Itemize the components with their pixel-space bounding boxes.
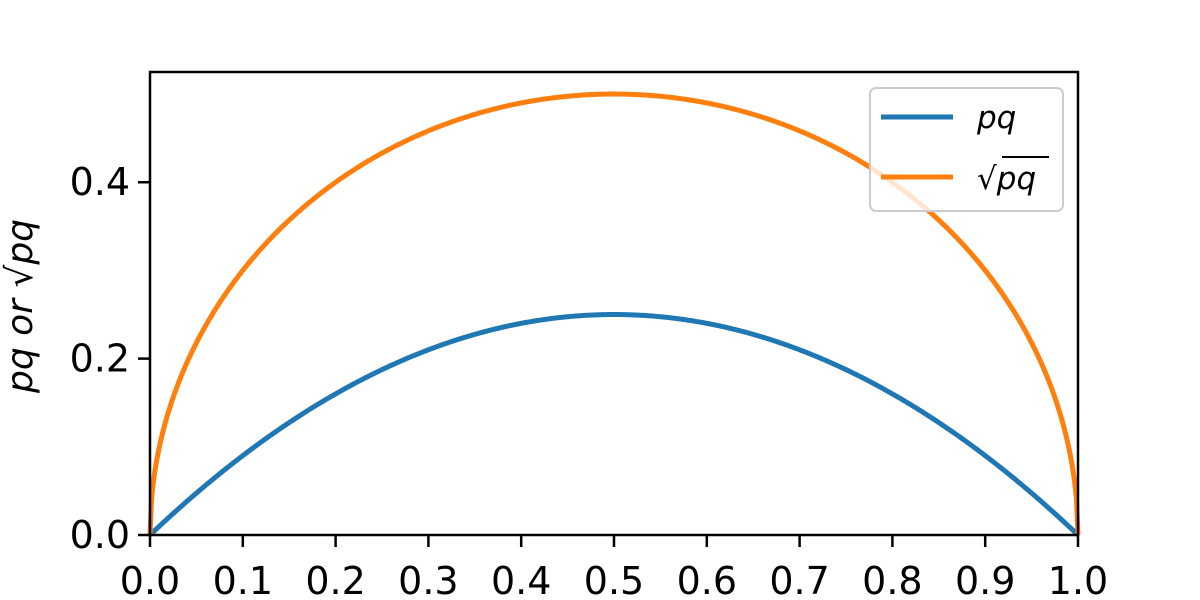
x-tick-label: 0.3 [398, 559, 458, 600]
x-tick-label: 0.9 [955, 559, 1015, 600]
x-axis: 0.0 0.1 0.2 0.3 0.4 0.5 0.6 0.7 0.8 0.9 1.0 [120, 535, 1108, 600]
y-axis-label: pq or √pq [0, 219, 41, 394]
y-axis: 0.0 0.2 0.4 [70, 160, 150, 557]
y-tick-label: 0.4 [70, 160, 130, 204]
x-tick-label: 0.6 [677, 559, 737, 600]
legend: pq √pq [869, 87, 1064, 212]
series-line-pq [148, 312, 1080, 537]
y-axis-label-radical: √ [0, 265, 41, 288]
legend-entry-pq: pq [976, 100, 1016, 136]
x-tick-label: 1.0 [1048, 559, 1108, 600]
x-tick-label: 0.1 [213, 559, 273, 600]
x-tick-label: 0.4 [491, 559, 551, 600]
x-tick-label: 0.8 [862, 559, 922, 600]
x-tick-label: 0.0 [120, 559, 180, 600]
y-axis-label-prefix: pq or [0, 288, 41, 394]
y-tick-label: 0.0 [70, 513, 130, 557]
y-axis-label-radicand: pq [0, 219, 41, 266]
x-tick-label: 0.7 [769, 559, 829, 600]
y-tick-label: 0.2 [70, 337, 130, 381]
legend-entry-sqrt-pq-label: pq [996, 161, 1036, 197]
legend-entry-sqrt-pq: √pq [977, 161, 1036, 197]
x-tick-label: 0.5 [584, 559, 644, 600]
x-tick-label: 0.2 [305, 559, 365, 600]
legend-entry-pq-label: pq [976, 100, 1016, 136]
legend-entry-sqrt-pq-radical: √ [977, 161, 997, 197]
